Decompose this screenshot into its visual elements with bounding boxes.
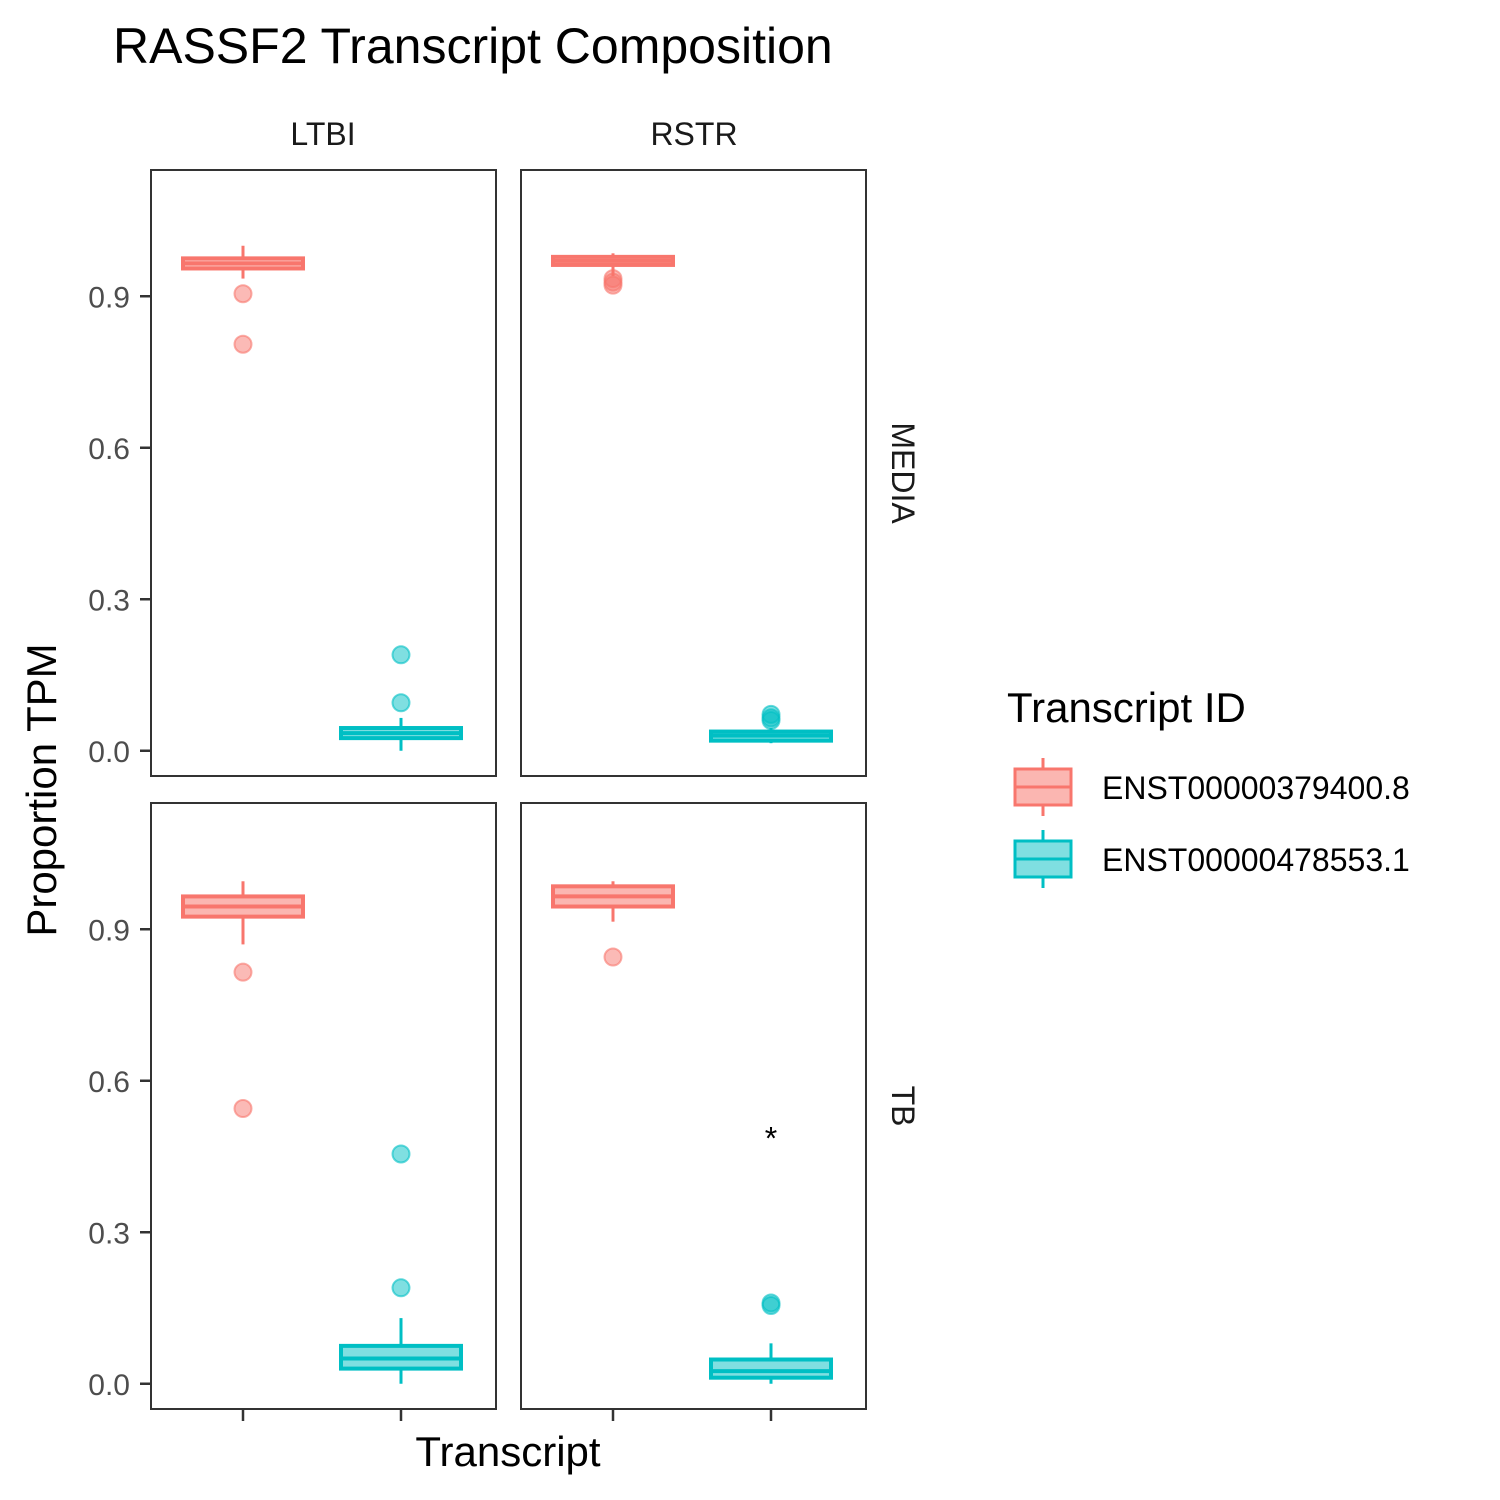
panel-rstr-media	[520, 169, 867, 777]
legend-label: ENST00000478553.1	[1102, 842, 1410, 878]
box-enst00000478553	[339, 645, 463, 751]
outlier-point	[391, 693, 411, 713]
y-tick-label: 0.6	[88, 1066, 130, 1099]
box-enst00000379400	[181, 245, 305, 354]
y-axis-title-group: Proportion TPM	[18, 643, 65, 936]
box-enst00000379400	[551, 253, 675, 295]
panel-ltbi-media	[150, 169, 497, 777]
legend-label: ENST00000379400.8	[1102, 770, 1410, 806]
panel-background	[151, 803, 496, 1409]
y-tick-label: 0.0	[88, 736, 130, 769]
outlier-point	[761, 1295, 781, 1315]
panel-rstr-tb: *	[520, 802, 867, 1410]
outlier-point	[603, 275, 623, 295]
x-axis-title: Transcript	[415, 1428, 600, 1475]
strip-label-ltbi: LTBI	[290, 116, 355, 152]
outlier-point	[233, 962, 253, 982]
outlier-point	[761, 710, 781, 730]
panel-border	[520, 802, 867, 1410]
outlier-point	[233, 284, 253, 304]
outlier-point	[603, 947, 623, 967]
outlier-point	[233, 1099, 253, 1119]
outlier-point	[391, 645, 411, 665]
y-tick-label: 0.3	[88, 584, 130, 617]
y-tick-label: 0.9	[88, 914, 130, 947]
strip-top-rstr: RSTR	[650, 116, 737, 152]
strip-right-media: MEDIA	[885, 422, 921, 524]
strip-label-media: MEDIA	[885, 422, 921, 524]
y-tick-label: 0.3	[88, 1217, 130, 1250]
significance-annotation: *	[765, 1120, 777, 1156]
outlier-point	[391, 1144, 411, 1164]
y-tick-label: 0.6	[88, 433, 130, 466]
panel-background	[151, 170, 496, 776]
strip-label-rstr: RSTR	[650, 116, 737, 152]
panel-background	[521, 170, 866, 776]
y-axis-title: Proportion TPM	[18, 643, 65, 936]
panel-ltbi-tb	[150, 802, 497, 1410]
y-axes: 0.0 0.3 0.6 0.9 0.0 0.3 0.6 0.9	[88, 281, 151, 1402]
y-tick-label: 0.9	[88, 281, 130, 314]
legend-title: Transcript ID	[1007, 684, 1246, 731]
strip-top-ltbi: LTBI	[290, 116, 355, 152]
panel-border	[520, 169, 867, 777]
panel-border	[150, 169, 497, 777]
legend: Transcript ID ENST00000379400.8 ENST00000…	[1007, 684, 1410, 888]
facet-panels: *	[150, 169, 867, 1410]
box-enst00000478553	[709, 704, 833, 744]
box-enst00000379400	[181, 881, 305, 1119]
outlier-point	[391, 1278, 411, 1298]
legend-item-enst00000478553: ENST00000478553.1	[1013, 830, 1410, 888]
box-enst00000379400	[551, 881, 675, 967]
legend-item-enst00000379400: ENST00000379400.8	[1013, 758, 1410, 816]
panel-border	[150, 802, 497, 1410]
outlier-point	[233, 334, 253, 354]
box-enst00000478553	[339, 1144, 463, 1384]
strip-right-tb: TB	[885, 1086, 921, 1127]
y-tick-label: 0.0	[88, 1369, 130, 1402]
chart-title: RASSF2 Transcript Composition	[113, 18, 833, 74]
box-iqr	[709, 1357, 833, 1380]
x-axis	[241, 1409, 773, 1421]
box-enst00000478553	[709, 1293, 833, 1384]
strip-label-tb: TB	[885, 1086, 921, 1127]
